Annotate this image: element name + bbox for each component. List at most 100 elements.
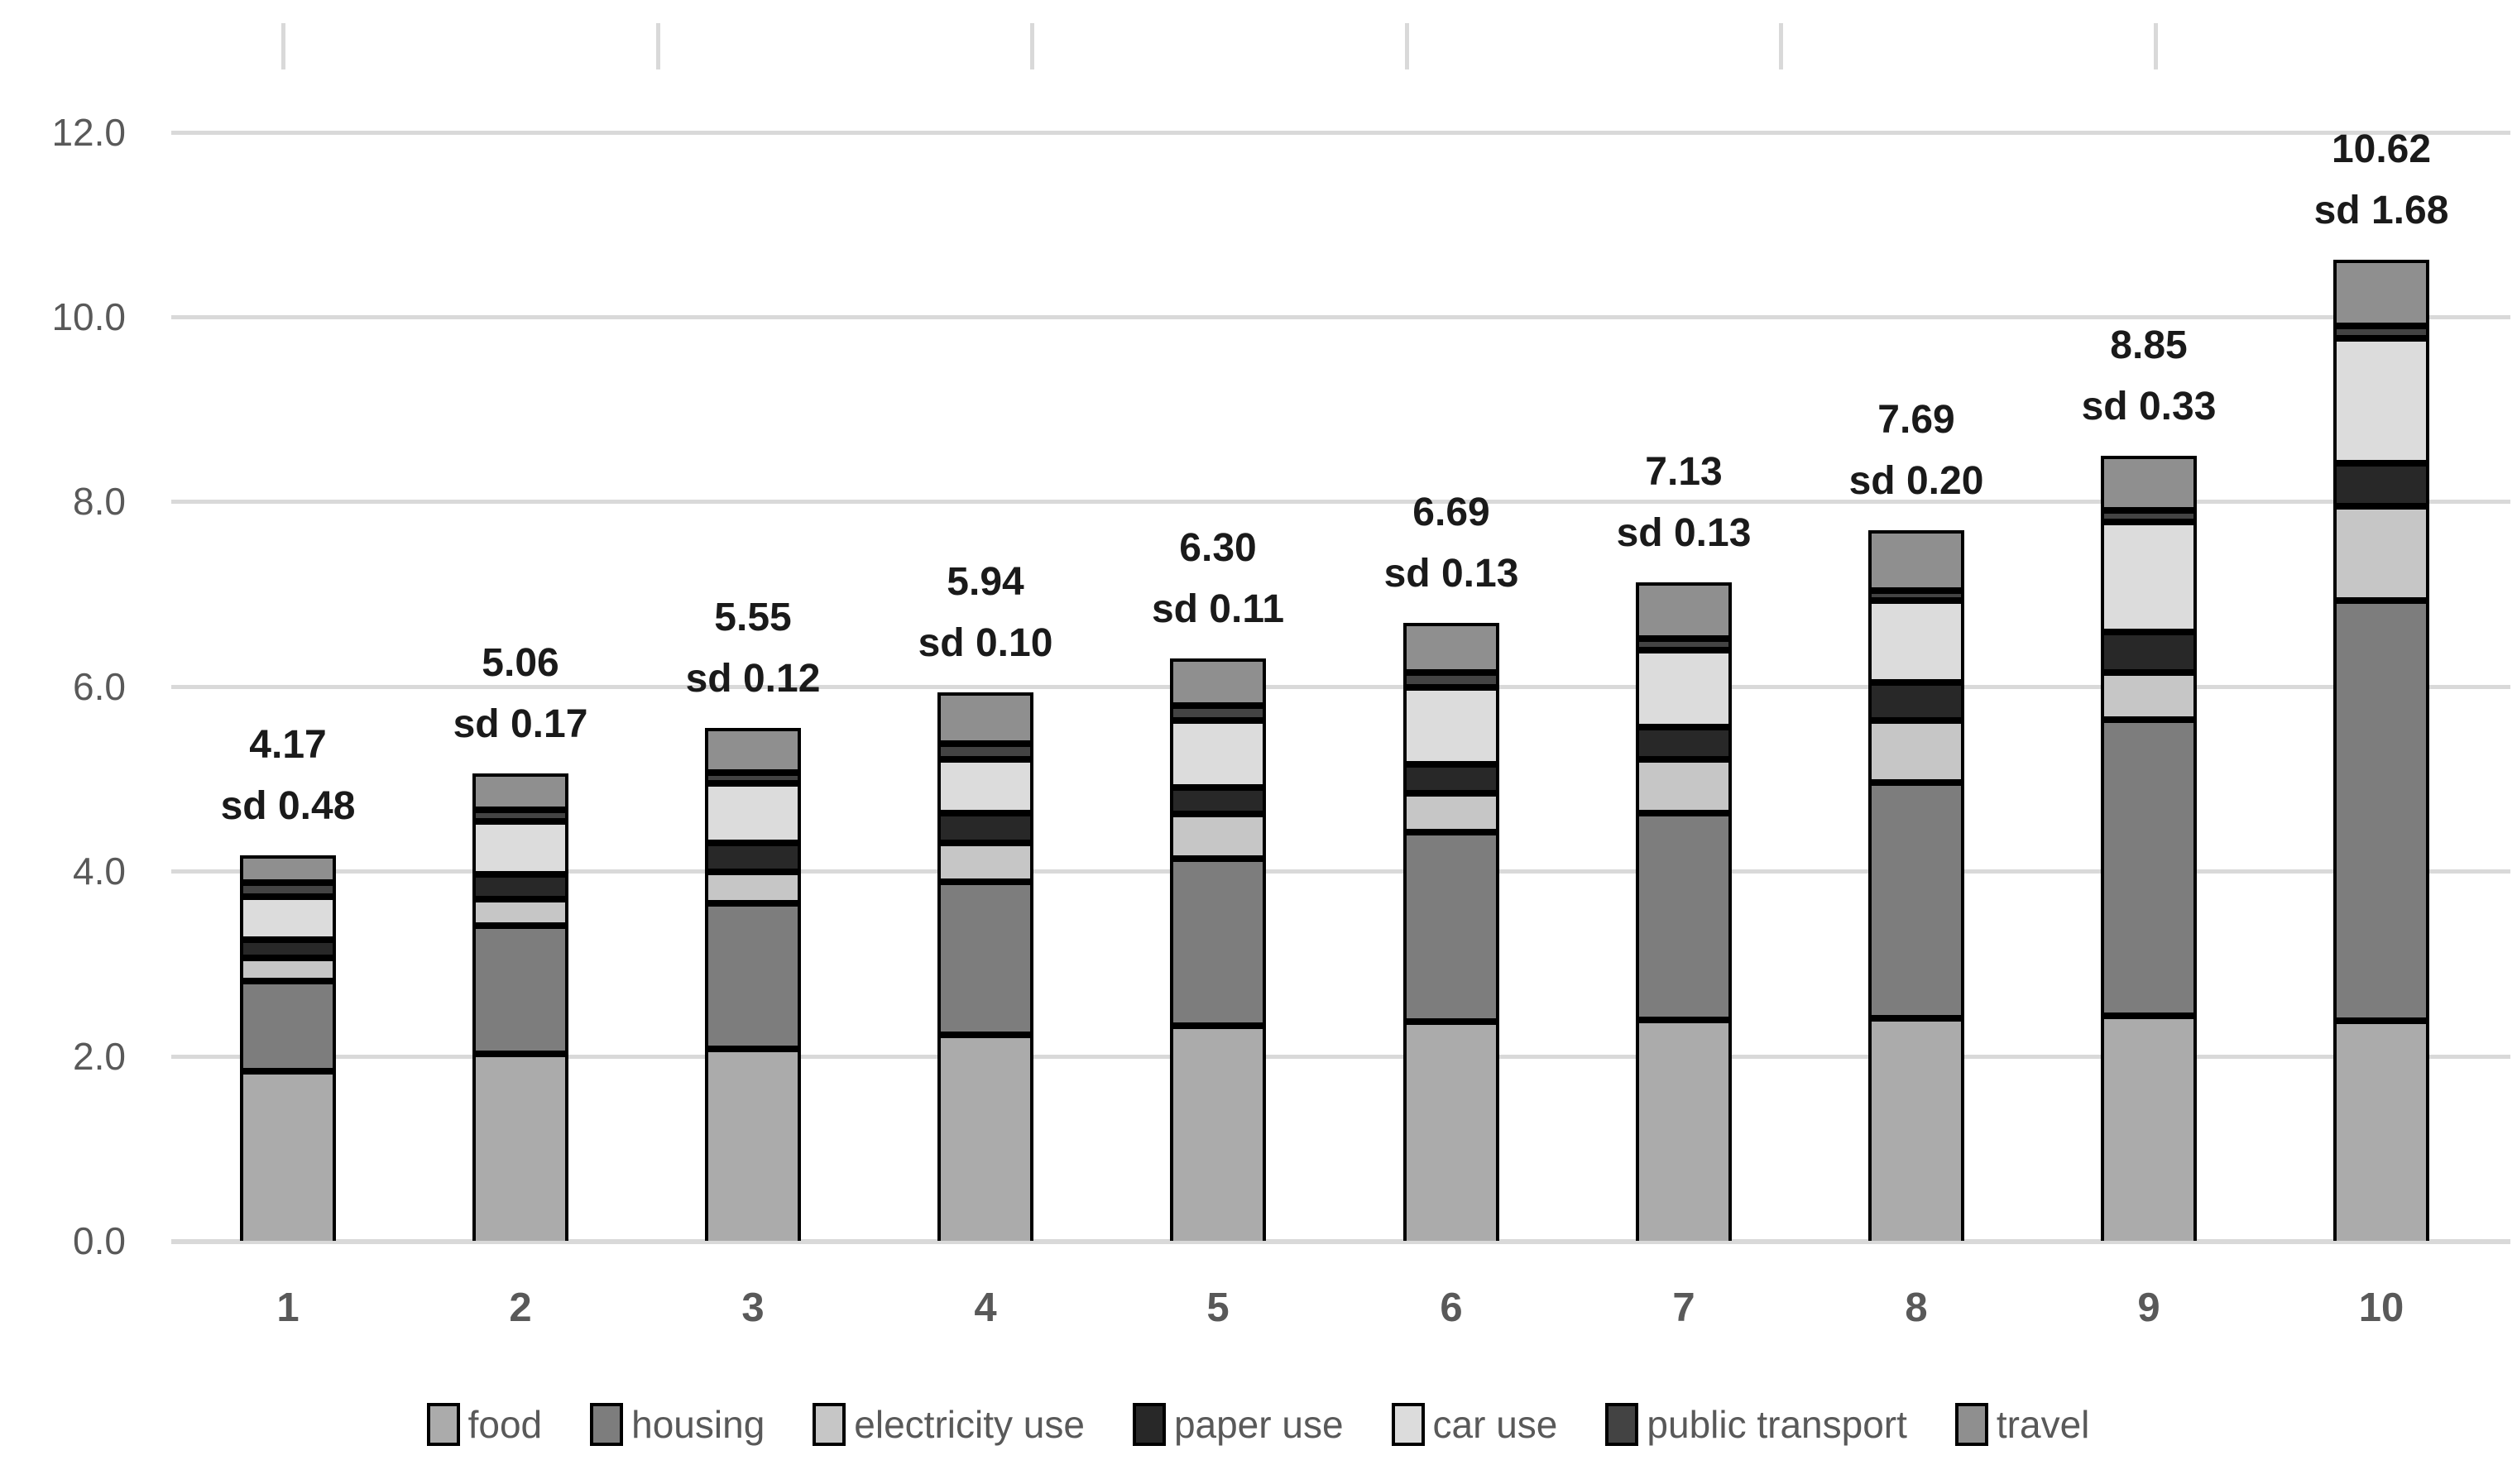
- legend-item-car-use: car use: [1391, 1403, 1558, 1446]
- bar-group-3: [705, 728, 801, 1241]
- bar-segment-food: [1403, 1022, 1499, 1241]
- bar-segment-car-use: [240, 896, 336, 941]
- bar-segment-public-transport: [937, 744, 1033, 760]
- bar-segment-food: [937, 1034, 1033, 1241]
- gridline-y-8.0: [171, 500, 2510, 504]
- top-axis-tick: [1779, 23, 1783, 69]
- x-axis-tick-label: 7: [1672, 1285, 1695, 1330]
- legend-swatch-public-transport: [1605, 1403, 1639, 1446]
- bar-segment-housing: [1868, 783, 1964, 1018]
- bar-segment-food: [472, 1054, 568, 1241]
- bar-segment-paper-use: [240, 940, 336, 959]
- bar-sd-label: sd 0.33: [2081, 385, 2217, 428]
- bar-total-label: 10.62: [2331, 127, 2432, 171]
- bar-segment-housing: [705, 903, 801, 1049]
- bar-sd-label: sd 0.20: [1848, 459, 1984, 503]
- bar-total-label: 5.94: [947, 560, 1024, 604]
- bar-group-4: [937, 692, 1033, 1241]
- bar-sd-label: sd 0.10: [918, 621, 1053, 665]
- bar-segment-car-use: [705, 783, 801, 843]
- bar-segment-housing: [1170, 858, 1266, 1026]
- legend-swatch-travel: [1954, 1403, 1988, 1446]
- bar-group-7: [1636, 582, 1732, 1241]
- y-axis-tick-label: 10.0: [51, 295, 126, 338]
- bar-segment-electricity-use: [1403, 793, 1499, 833]
- x-axis-tick-label: 5: [1206, 1285, 1230, 1330]
- bar-segment-food: [240, 1070, 336, 1241]
- bar-total-label: 5.55: [714, 596, 792, 639]
- bar-total-label: 6.30: [1179, 526, 1257, 570]
- top-axis-tick: [656, 23, 660, 69]
- legend-swatch-housing: [590, 1403, 624, 1446]
- legend-label: car use: [1432, 1403, 1558, 1446]
- bar-sd-label: sd 0.11: [1151, 587, 1285, 631]
- bar-group-6: [1403, 622, 1499, 1241]
- bar-segment-public-transport: [240, 882, 336, 897]
- bar-segment-housing: [937, 881, 1033, 1035]
- bar-segment-car-use: [1636, 650, 1732, 727]
- bar-sd-label: sd 1.68: [2313, 189, 2449, 232]
- bar-segment-food: [1868, 1017, 1964, 1241]
- bar-segment-paper-use: [1403, 764, 1499, 794]
- legend-label: paper use: [1173, 1403, 1344, 1446]
- bar-segment-public-transport: [2333, 326, 2429, 338]
- legend-item-paper-use: paper use: [1132, 1403, 1344, 1446]
- y-axis-tick-label: 8.0: [73, 480, 126, 523]
- bar-sd-label: sd 0.48: [220, 784, 356, 828]
- bar-segment-electricity-use: [1170, 813, 1266, 859]
- bar-segment-public-transport: [1868, 590, 1964, 601]
- bar-segment-travel: [2101, 455, 2197, 510]
- bar-data-label: 5.55 sd 0.12: [612, 587, 894, 710]
- legend-swatch-car-use: [1391, 1403, 1425, 1446]
- bar-data-label: 7.13 sd 0.13: [1543, 442, 1824, 564]
- bar-segment-public-transport: [2101, 510, 2197, 523]
- x-axis-tick-label: 10: [2358, 1285, 2404, 1330]
- bar-total-label: 8.85: [2110, 323, 2188, 367]
- legend-label: public transport: [1647, 1403, 1907, 1446]
- legend-label: travel: [1996, 1403, 2090, 1446]
- bar-segment-public-transport: [472, 810, 568, 821]
- bar-segment-travel: [1868, 530, 1964, 591]
- bar-group-1: [240, 855, 336, 1241]
- bar-segment-travel: [472, 773, 568, 811]
- bar-data-label: 5.06 sd 0.17: [380, 633, 661, 755]
- legend-swatch-food: [426, 1403, 460, 1446]
- bar-segment-travel: [937, 692, 1033, 744]
- top-axis-tick: [1030, 23, 1034, 69]
- bar-segment-car-use: [2101, 522, 2197, 633]
- bar-segment-car-use: [1403, 687, 1499, 764]
- bar-segment-electricity-use: [240, 958, 336, 982]
- bar-segment-travel: [2333, 259, 2429, 327]
- bar-segment-car-use: [1868, 601, 1964, 683]
- bar-segment-electricity-use: [472, 898, 568, 926]
- bar-group-2: [472, 773, 568, 1241]
- bar-data-label: 10.62 sd 1.68: [2241, 119, 2517, 242]
- legend-item-electricity-use: electricity use: [813, 1403, 1085, 1446]
- bar-segment-paper-use: [1636, 726, 1732, 760]
- gridline-y-10.0: [171, 315, 2510, 319]
- legend-item-travel: travel: [1954, 1403, 2090, 1446]
- bar-segment-paper-use: [705, 842, 801, 873]
- bar-segment-food: [2333, 1021, 2429, 1241]
- bar-segment-public-transport: [705, 772, 801, 784]
- bar-total-label: 7.69: [1877, 398, 1955, 442]
- gridline-y-2.0: [171, 1055, 2510, 1059]
- bar-segment-paper-use: [937, 812, 1033, 843]
- bar-segment-electricity-use: [2333, 506, 2429, 601]
- bar-segment-electricity-use: [1636, 759, 1732, 813]
- top-axis-tick: [281, 23, 285, 69]
- bar-segment-paper-use: [1868, 682, 1964, 721]
- bar-total-label: 4.17: [249, 723, 327, 767]
- bar-segment-housing: [2333, 601, 2429, 1022]
- bar-segment-electricity-use: [937, 842, 1033, 882]
- bar-segment-paper-use: [2333, 462, 2429, 507]
- bar-group-8: [1868, 530, 1964, 1241]
- legend-item-housing: housing: [590, 1403, 765, 1446]
- legend-label: food: [467, 1403, 543, 1446]
- x-axis-tick-label: 4: [974, 1285, 997, 1330]
- y-axis-tick-label: 6.0: [73, 665, 126, 708]
- y-axis-tick-label: 4.0: [73, 850, 126, 893]
- bar-segment-travel: [1170, 658, 1266, 706]
- bar-group-10: [2333, 259, 2429, 1241]
- bar-segment-electricity-use: [2101, 673, 2197, 720]
